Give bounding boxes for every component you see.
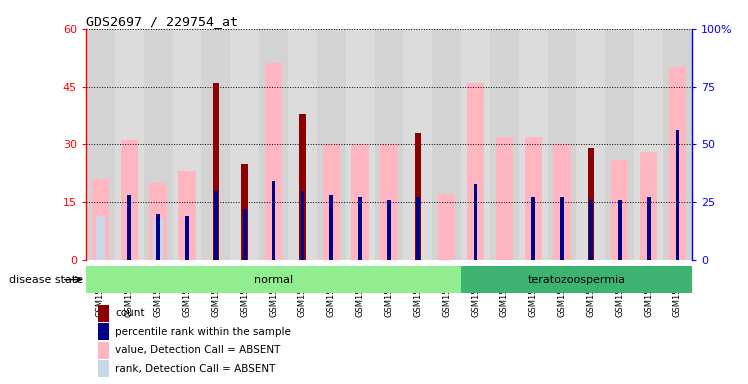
Bar: [265, 63, 282, 260]
Bar: [519, 29, 548, 260]
Bar: [647, 197, 651, 260]
Bar: [212, 83, 219, 260]
Bar: [243, 209, 247, 260]
Bar: [98, 360, 109, 377]
Bar: [490, 29, 519, 260]
Bar: [352, 144, 369, 260]
Text: value, Detection Call = ABSENT: value, Detection Call = ABSENT: [115, 345, 280, 355]
Bar: [611, 160, 628, 260]
Bar: [153, 218, 163, 260]
Bar: [414, 133, 421, 260]
Bar: [173, 29, 201, 260]
Bar: [618, 200, 622, 260]
Bar: [346, 29, 375, 260]
Bar: [524, 137, 542, 260]
Bar: [92, 179, 109, 260]
Bar: [461, 29, 490, 260]
Bar: [380, 144, 398, 260]
Bar: [588, 148, 594, 260]
Bar: [127, 195, 131, 260]
Bar: [669, 67, 686, 260]
Bar: [98, 323, 109, 340]
Text: GDS2697 / 229754_at: GDS2697 / 229754_at: [86, 15, 238, 28]
Bar: [98, 342, 109, 359]
Bar: [272, 181, 275, 260]
Bar: [416, 197, 420, 260]
Bar: [242, 164, 248, 260]
Bar: [214, 190, 218, 260]
Bar: [640, 152, 657, 260]
Bar: [496, 137, 513, 260]
Text: percentile rank within the sample: percentile rank within the sample: [115, 327, 291, 337]
Bar: [230, 29, 259, 260]
Bar: [86, 29, 115, 260]
Bar: [259, 29, 288, 260]
Bar: [438, 194, 456, 260]
Bar: [473, 184, 477, 260]
Bar: [150, 183, 167, 260]
Bar: [201, 29, 230, 260]
Bar: [322, 144, 340, 260]
Bar: [432, 29, 461, 260]
Bar: [531, 197, 535, 260]
Bar: [634, 29, 663, 260]
Bar: [115, 29, 144, 260]
Bar: [120, 141, 138, 260]
Bar: [156, 214, 160, 260]
Text: normal: normal: [254, 275, 293, 285]
Bar: [301, 190, 304, 260]
Bar: [178, 171, 196, 260]
Bar: [554, 144, 571, 260]
Bar: [560, 197, 564, 260]
Bar: [317, 29, 346, 260]
Bar: [461, 266, 692, 293]
Bar: [144, 29, 173, 260]
Bar: [675, 131, 679, 260]
Bar: [96, 216, 105, 260]
Bar: [185, 216, 189, 260]
Bar: [358, 197, 362, 260]
Bar: [299, 114, 306, 260]
Bar: [548, 29, 577, 260]
Text: count: count: [115, 308, 144, 318]
Bar: [329, 195, 333, 260]
Bar: [375, 29, 403, 260]
Bar: [589, 200, 593, 260]
Bar: [577, 29, 605, 260]
Bar: [288, 29, 317, 260]
Bar: [387, 200, 391, 260]
Bar: [86, 266, 461, 293]
Bar: [467, 83, 484, 260]
Bar: [403, 29, 432, 260]
Text: rank, Detection Call = ABSENT: rank, Detection Call = ABSENT: [115, 364, 275, 374]
Bar: [605, 29, 634, 260]
Bar: [98, 305, 109, 322]
Bar: [663, 29, 692, 260]
Text: disease state: disease state: [9, 275, 83, 285]
Text: teratozoospermia: teratozoospermia: [527, 275, 625, 285]
